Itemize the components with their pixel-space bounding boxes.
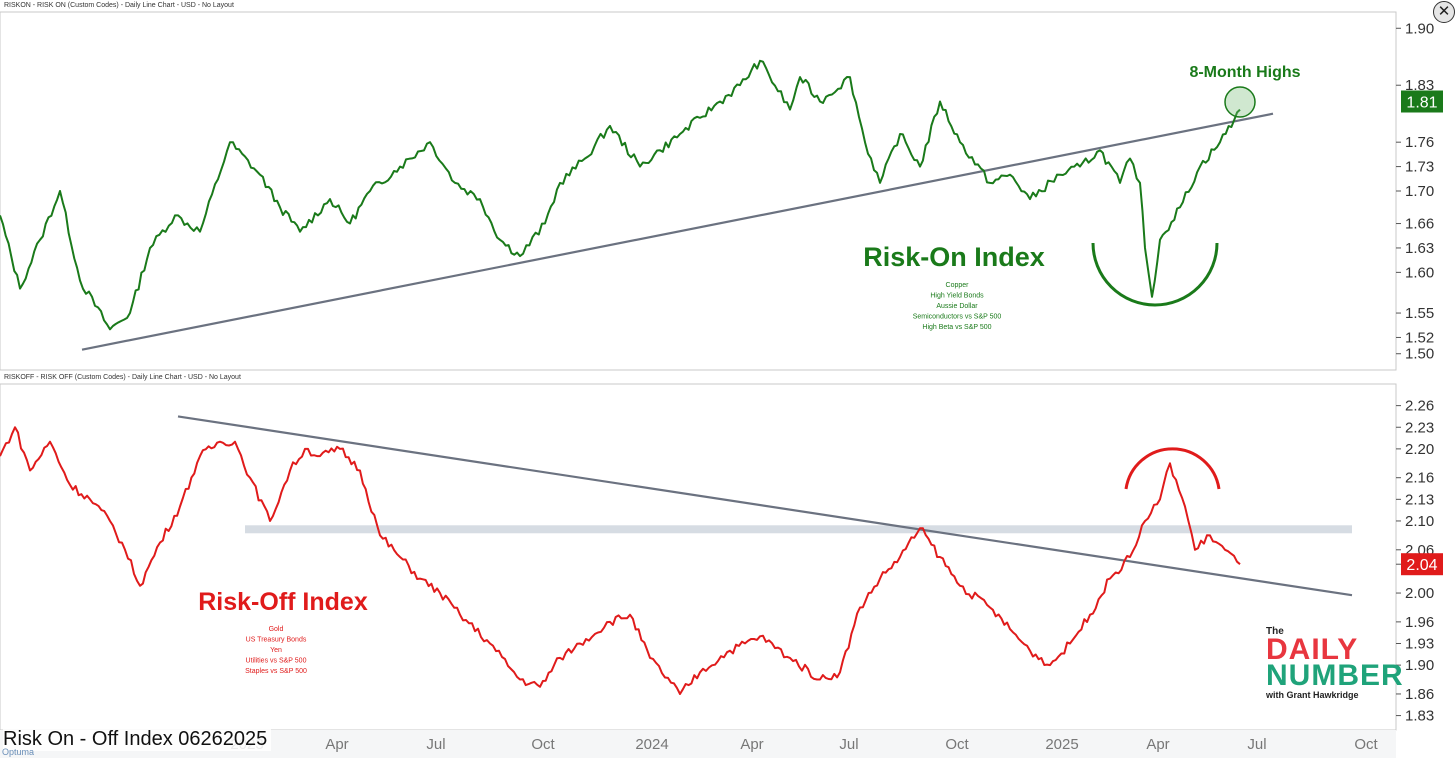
risk-off-component: Yen bbox=[270, 647, 282, 654]
logo-the: The bbox=[1266, 626, 1284, 637]
risk-on-series-line bbox=[0, 59, 1241, 331]
risk-off-y-tick-label: 1.90 bbox=[1405, 657, 1434, 674]
risk-off-y-tick-label: 2.00 bbox=[1405, 585, 1434, 602]
risk-on-y-tick-label: 1.60 bbox=[1405, 264, 1434, 281]
x-tick-label: 2024 bbox=[635, 736, 668, 753]
risk-on-component: High Yield Bonds bbox=[930, 293, 984, 300]
risk-on-title: Risk-On Index bbox=[863, 242, 1045, 272]
highs-highlight-circle bbox=[1224, 86, 1256, 118]
x-tick-label: Jul bbox=[426, 736, 445, 753]
daily-number-logo: The DAILY NUMBER with Grant Hawkridge bbox=[1264, 626, 1404, 706]
risk-on-y-tick-label: 1.52 bbox=[1405, 329, 1434, 346]
risk-on-component: High Beta vs S&P 500 bbox=[922, 324, 991, 331]
logo-with: with Grant Hawkridge bbox=[1266, 690, 1359, 700]
risk-on-y-tick-label: 1.73 bbox=[1405, 159, 1434, 176]
x-tick-label: Jul bbox=[1247, 736, 1266, 753]
logo-number: NUMBER bbox=[1266, 659, 1404, 692]
watermark: Optuma bbox=[2, 747, 35, 757]
eight-month-highs-annotation: 8-Month Highs bbox=[1189, 64, 1300, 81]
risk-on-y-tick-label: 1.55 bbox=[1405, 305, 1434, 322]
bottom-chart-header: RISKOFF - RISK OFF (Custom Codes) - Dail… bbox=[4, 374, 241, 381]
x-tick-label: Apr bbox=[325, 736, 348, 753]
risk-off-trendline bbox=[177, 415, 1353, 597]
risk-off-y-tick-label: 1.86 bbox=[1405, 686, 1434, 703]
risk-on-component: Aussie Dollar bbox=[936, 303, 978, 310]
x-tick-label: Jul bbox=[839, 736, 858, 753]
risk-off-y-tick-label: 1.96 bbox=[1405, 614, 1434, 631]
bottom-panel bbox=[0, 383, 1397, 731]
risk-off-y-tick-label: 1.93 bbox=[1405, 636, 1434, 653]
close-icon[interactable]: ✕ bbox=[1433, 1, 1455, 23]
rounded-bottom-arc bbox=[1091, 242, 1219, 307]
risk-off-y-tick-label: 2.10 bbox=[1405, 513, 1434, 530]
risk-off-y-tick-label: 2.26 bbox=[1405, 398, 1434, 415]
risk-on-y-tick-label: 1.83 bbox=[1405, 77, 1434, 94]
top-chart-header: RISKON - RISK ON (Custom Codes) - Daily … bbox=[4, 2, 234, 9]
risk-on-component: Copper bbox=[946, 282, 970, 289]
x-tick-label: Apr bbox=[740, 736, 763, 753]
image-caption: Risk On - Off Index 06262025 bbox=[3, 728, 272, 751]
x-tick-label: Oct bbox=[1354, 736, 1378, 753]
x-tick-label: Oct bbox=[531, 736, 555, 753]
risk-on-y-tick-label: 1.90 bbox=[1405, 20, 1434, 37]
risk-off-last-value-label: 2.04 bbox=[1406, 557, 1437, 574]
risk-on-component: Semiconductors vs S&P 500 bbox=[913, 314, 1002, 321]
risk-on-y-tick-label: 1.63 bbox=[1405, 240, 1434, 257]
risk-off-component: Utilities vs S&P 500 bbox=[246, 658, 307, 665]
risk-on-y-tick-label: 1.76 bbox=[1405, 134, 1434, 151]
risk-off-last-value-box bbox=[1401, 553, 1443, 576]
logo-daily: DAILY bbox=[1266, 633, 1359, 666]
risk-off-component: US Treasury Bonds bbox=[246, 637, 307, 644]
risk-off-title: Risk-Off Index bbox=[198, 588, 368, 616]
risk-on-y-tick-label: 1.70 bbox=[1405, 183, 1434, 200]
top-panel bbox=[0, 11, 1397, 371]
risk-off-component: Gold bbox=[269, 626, 284, 633]
risk-on-trendline bbox=[81, 112, 1274, 351]
risk-off-resistance-band bbox=[245, 525, 1352, 534]
risk-off-y-tick-label: 2.13 bbox=[1405, 491, 1434, 508]
risk-off-series-line bbox=[0, 426, 1241, 695]
risk-on-last-value-box bbox=[1401, 90, 1443, 113]
rounded-top-arc bbox=[1124, 447, 1221, 490]
risk-off-y-tick-label: 1.83 bbox=[1405, 708, 1434, 725]
risk-off-y-tick-label: 2.16 bbox=[1405, 470, 1434, 487]
risk-on-last-value-label: 1.81 bbox=[1406, 95, 1437, 112]
risk-on-y-tick-label: 1.50 bbox=[1405, 346, 1434, 363]
x-tick-label: Apr bbox=[1146, 736, 1169, 753]
risk-off-y-tick-label: 2.20 bbox=[1405, 441, 1434, 458]
risk-off-component: Staples vs S&P 500 bbox=[245, 668, 307, 675]
x-tick-label: Oct bbox=[945, 736, 969, 753]
x-tick-label: 2025 bbox=[1045, 736, 1078, 753]
risk-off-y-tick-label: 2.23 bbox=[1405, 419, 1434, 436]
risk-on-y-tick-label: 1.66 bbox=[1405, 216, 1434, 233]
